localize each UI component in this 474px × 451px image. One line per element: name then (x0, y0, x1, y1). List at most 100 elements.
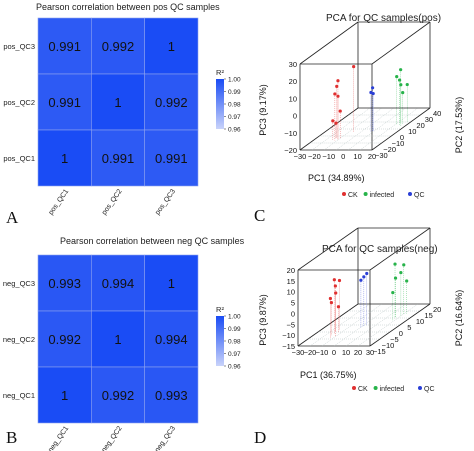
heatmap-cell (91, 129, 145, 187)
pca-point-infected (399, 270, 403, 275)
heatmap-cell-value: 0.993 (155, 388, 188, 403)
pca-point-ck (336, 79, 340, 83)
pca-legend-marker (373, 386, 378, 390)
pca-legend-marker (342, 192, 346, 196)
pca-x-tick: −20 (308, 152, 321, 161)
pca-point-ck (333, 284, 337, 288)
heatmap-row-label: pos_QC3 (3, 42, 35, 51)
heatmap-cell-value: 0.992 (102, 388, 135, 403)
pca-z-axis-label: PC3 (9.17%) (258, 84, 268, 136)
pca-box-edge (299, 21, 359, 65)
heatmap-row-label: neg_QC1 (3, 391, 35, 400)
pca-point-infected (399, 83, 403, 87)
pca-point-ck (331, 119, 335, 123)
pca-y-tick: −30 (375, 151, 388, 160)
pca-point-ck (337, 278, 342, 283)
colorbar-tick-label: 0.96 (228, 364, 241, 371)
heatmap-cell (91, 73, 145, 131)
heatmap-cell-value: 0.991 (48, 95, 81, 110)
colorbar-tick-label: 0.98 (228, 339, 241, 346)
pca-x-tick: −30 (294, 152, 307, 161)
heatmap-cell (37, 310, 92, 368)
pca-point-qc (365, 271, 369, 276)
pca-x-tick: 0 (341, 152, 345, 161)
heatmap-cell-value: 1 (61, 388, 68, 403)
colorbar-tick-label: 1.00 (228, 77, 241, 84)
pca-legend-label: QC (424, 386, 435, 393)
colorbar-tick-label: 0.97 (228, 351, 241, 358)
pca-x-tick: 10 (353, 152, 361, 161)
pca-legend-marker (418, 386, 422, 390)
pca-z-tick: −5 (286, 320, 295, 329)
heatmap-cell-value: 0.991 (48, 39, 81, 54)
pca-legend-label: CK (358, 386, 368, 393)
pca-y-tick: −10 (392, 139, 405, 148)
pca-z-tick: 0 (291, 309, 295, 318)
pca-legend-marker (363, 192, 368, 196)
heatmap-cell-value: 0.994 (155, 332, 188, 347)
heatmap-cell-value: 1 (168, 39, 175, 54)
pca-point-infected (405, 279, 409, 283)
heatmap-cell-value: 0.992 (48, 332, 81, 347)
pca-point-ck (334, 291, 338, 295)
pca-z-tick: 30 (289, 60, 297, 69)
pca-z-tick: −10 (284, 129, 297, 138)
heatmap-cell (144, 310, 199, 368)
pca-legend-label: infected (380, 386, 405, 393)
pca-z-tick: 15 (287, 277, 295, 286)
heatmap-cell (91, 310, 145, 368)
pca-x-tick: 30 (366, 348, 374, 357)
pca-pos-title: PCA for QC samples(pos) (326, 13, 442, 24)
heatmap-cell-value: 1 (168, 276, 175, 291)
heatmap-cell-value: 1 (61, 151, 68, 166)
colorbar-label: R² (216, 305, 224, 314)
heatmap-cell-value: 0.993 (48, 276, 81, 291)
pca-box-edge (371, 21, 431, 65)
colorbar-tick-label: 0.99 (228, 326, 241, 333)
colorbar (216, 316, 224, 366)
pca-x-tick: −30 (292, 348, 305, 357)
pca-legend-label: QC (414, 192, 425, 199)
pca-y-tick: 0 (400, 133, 404, 142)
colorbar-tick-label: 0.99 (228, 89, 241, 96)
colorbar-tick-label: 0.98 (228, 102, 241, 109)
colorbar-label: R² (216, 68, 224, 77)
pca-z-tick: −15 (282, 342, 295, 351)
heatmap-cell (144, 17, 199, 75)
pca-z-tick: 20 (289, 77, 297, 86)
pca-z-tick: 20 (287, 266, 295, 275)
pca-point-ck (336, 94, 340, 98)
pca-z-tick: 10 (289, 94, 297, 103)
pca-x-tick: −10 (322, 152, 335, 161)
pca-point-ck (328, 296, 332, 301)
heatmap-cell-value: 1 (114, 332, 121, 347)
pca-y-tick: −5 (390, 335, 399, 344)
colorbar-tick-label: 1.00 (228, 314, 241, 321)
pca-y-tick: −10 (382, 341, 395, 350)
pca-y-tick: 10 (408, 127, 416, 136)
heatmap-cell-value: 0.994 (102, 276, 135, 291)
heatmap-cell (144, 73, 199, 131)
pca-legend-marker (408, 192, 412, 196)
pca-x-axis-label: PC1 (34.89%) (308, 173, 365, 183)
pca-x-tick: 0 (332, 348, 336, 357)
pca-y-tick: 40 (433, 109, 441, 118)
pca-point-ck (334, 121, 338, 125)
pca-point-qc (362, 275, 366, 279)
pca-y-axis-label: PC2 (16.64%) (454, 290, 464, 347)
pca-y-tick: 30 (425, 115, 433, 124)
pca-point-ck (333, 92, 337, 96)
heatmap-cell-value: 0.991 (102, 151, 135, 166)
panel-letter-c: C (254, 206, 266, 225)
pca-point-ck (329, 301, 334, 305)
pca-z-tick: −20 (284, 146, 297, 155)
panel-letter-a: A (6, 208, 19, 227)
pca-point-ck (335, 84, 339, 88)
pca-x-tick: 20 (354, 348, 362, 357)
pca-legend-label: CK (348, 192, 358, 199)
pca-point-ck (336, 305, 341, 309)
heatmap-cell (91, 254, 145, 312)
